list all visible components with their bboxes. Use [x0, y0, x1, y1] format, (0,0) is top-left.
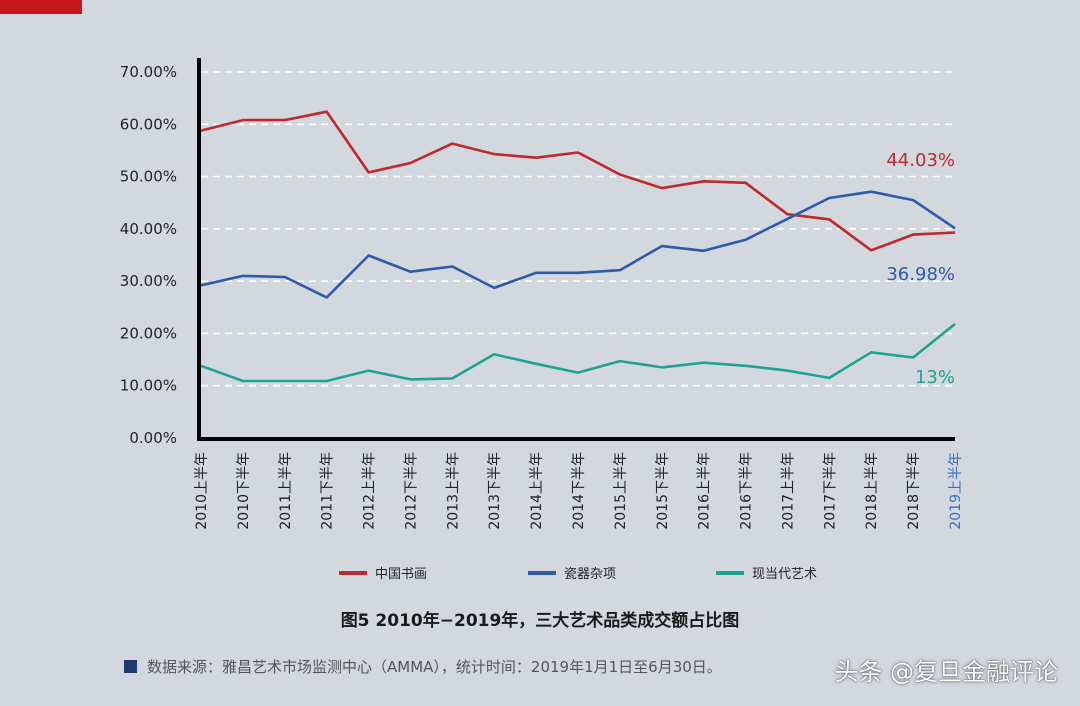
accent-bar: [0, 0, 82, 14]
end-labels: 44.03% 36.98% 13%: [886, 150, 955, 388]
x-tick-label: 2011下半年: [320, 452, 336, 530]
legend-item: 中国书画: [339, 567, 427, 582]
watermark: 头条 @复旦金融评论: [834, 658, 1058, 686]
series-line-现当代艺术: [200, 322, 956, 383]
x-tick-label: 2010上半年: [194, 452, 210, 530]
chart-title: 图5 2010年−2019年，三大艺术品类成交额占比图: [340, 611, 740, 631]
x-tick-label: 2017上半年: [780, 452, 796, 530]
y-tick-label: 10.00%: [120, 377, 177, 395]
x-tick-label: 2013上半年: [445, 452, 461, 530]
end-label-现当代艺术: 13%: [915, 367, 955, 388]
x-tick-label: 2018上半年: [864, 452, 880, 530]
x-tick-label: 2015上半年: [613, 452, 629, 530]
legend-item: 瓷器杂项: [528, 567, 616, 582]
x-tick-label: 2016上半年: [697, 452, 713, 530]
series-line-中国书画: [200, 110, 956, 252]
series-lines: [200, 110, 956, 383]
y-tick-label: 20.00%: [120, 324, 177, 342]
legend: 中国书画 瓷器杂项 现当代艺术: [339, 567, 817, 582]
axes: [197, 58, 955, 441]
source-text: 数据来源：雅昌艺术市场监测中心（AMMA），统计时间：2019年1月1日至6月3…: [147, 658, 722, 676]
x-tick-label: 2016下半年: [739, 452, 755, 530]
y-tick-label: 60.00%: [120, 115, 177, 133]
x-tick-label: 2013下半年: [487, 452, 503, 530]
y-tick-label: 40.00%: [120, 220, 177, 238]
legend-item: 现当代艺术: [716, 567, 817, 582]
x-tick-label: 2014下半年: [571, 452, 587, 530]
legend-label: 瓷器杂项: [564, 567, 616, 582]
y-tick-label: 50.00%: [120, 168, 177, 186]
y-tick-label: 0.00%: [129, 429, 177, 447]
x-axis-ticks: 2010上半年 2010下半年 2011上半年 2011下半年 2012上半年 2012下…: [194, 452, 964, 530]
x-tick-label: 2018下半年: [906, 452, 922, 530]
source-square-icon: [124, 660, 137, 673]
end-label-中国书画: 44.03%: [886, 150, 955, 171]
x-tick-label: 2019上半年: [948, 452, 964, 530]
x-tick-label: 2010下半年: [236, 452, 252, 530]
x-tick-label: 2014上半年: [529, 452, 545, 530]
x-tick-label: 2012上半年: [362, 452, 378, 530]
x-tick-label: 2011上半年: [278, 452, 294, 530]
end-label-瓷器杂项: 36.98%: [886, 264, 955, 285]
y-tick-label: 30.00%: [120, 272, 177, 290]
source-note: 数据来源：雅昌艺术市场监测中心（AMMA），统计时间：2019年1月1日至6月3…: [124, 656, 722, 677]
y-tick-label: 70.00%: [120, 63, 177, 81]
line-chart: 0.00% 10.00% 20.00% 30.00% 40.00% 50.00% 60.00…: [120, 58, 964, 582]
legend-label: 中国书画: [375, 567, 427, 582]
y-axis-ticks: 0.00% 10.00% 20.00% 30.00% 40.00% 50.00% 60.00…: [120, 63, 177, 447]
x-tick-label: 2015下半年: [655, 452, 671, 530]
series-line-瓷器杂项: [200, 190, 956, 299]
x-tick-label: 2017下半年: [822, 452, 838, 530]
grid-lines: [201, 71, 955, 387]
legend-label: 现当代艺术: [752, 567, 817, 582]
x-tick-label: 2012下半年: [403, 452, 419, 530]
